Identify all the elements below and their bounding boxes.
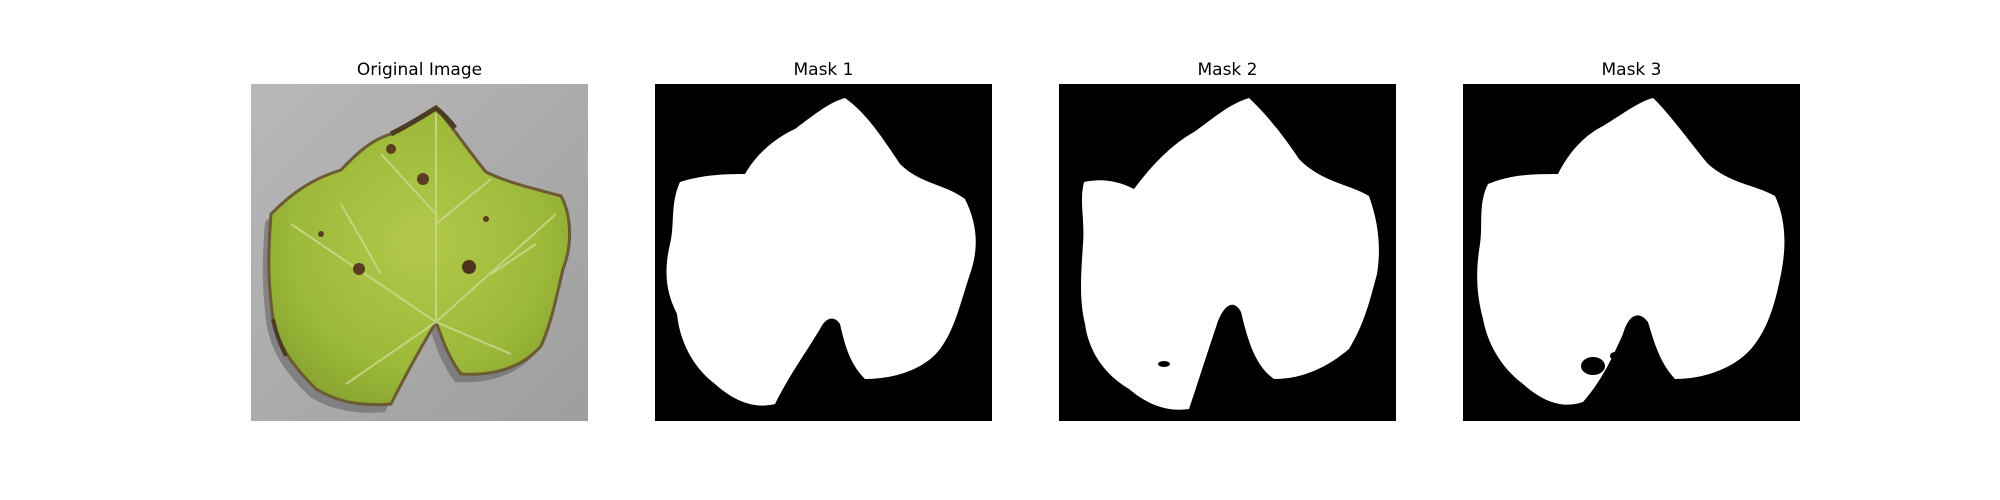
mask-1-image [655, 84, 992, 421]
panel-title-mask-1: Mask 1 [793, 60, 854, 80]
mask-1 [655, 84, 992, 421]
panel-title-mask-2: Mask 2 [1197, 60, 1258, 80]
panel-title-original: Original Image [356, 60, 483, 80]
original-leaf-photo [251, 84, 588, 421]
mask-2-image [1059, 84, 1396, 421]
original-image [251, 84, 588, 421]
mask-2 [1059, 84, 1396, 421]
mask-3 [1463, 84, 1800, 421]
panel-title-mask-3: Mask 3 [1601, 60, 1662, 80]
mask-3-image [1463, 84, 1800, 421]
